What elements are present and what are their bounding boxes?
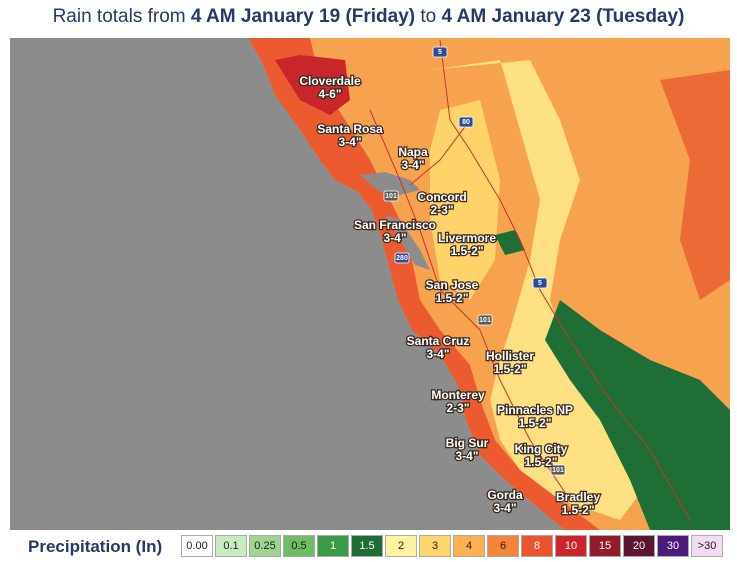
place-amount: 3-4" bbox=[383, 231, 406, 245]
place-amount: 2-3" bbox=[446, 401, 469, 415]
highway-number: 101 bbox=[385, 193, 397, 200]
place-name: San Jose bbox=[426, 278, 479, 292]
highway-shield bbox=[532, 277, 548, 289]
highway-shield bbox=[394, 252, 410, 264]
place-amount: 4-6" bbox=[318, 87, 341, 101]
place-amount: 2-3" bbox=[430, 203, 453, 217]
coast-band bbox=[248, 38, 600, 530]
legend-item: >30 bbox=[691, 535, 723, 557]
title-end: 4 AM January 23 (Tuesday) bbox=[441, 6, 685, 27]
road bbox=[439, 39, 691, 521]
legend: Precipitation (In) 0.00 0.1 0.25 0.5 1 1.5 2 3 4… bbox=[0, 531, 737, 562]
highway-shield bbox=[550, 464, 566, 476]
place-name: Livermore bbox=[438, 231, 496, 245]
place-amount: 1.5-2" bbox=[518, 416, 551, 430]
green-area bbox=[545, 300, 730, 530]
highway-number: 5 bbox=[538, 280, 542, 287]
place-amount: 1.5-2" bbox=[450, 244, 483, 258]
place-name: Santa Cruz bbox=[407, 334, 470, 348]
place-amount: 1.5-2" bbox=[493, 362, 526, 376]
place-name: San Francisco bbox=[354, 218, 436, 232]
place-name: Pinnacles NP bbox=[497, 403, 573, 417]
place-name: Concord bbox=[417, 190, 466, 204]
highway-number: 101 bbox=[552, 467, 564, 474]
place-name: Gorda bbox=[487, 488, 523, 502]
place-amount: 3-4" bbox=[455, 449, 478, 463]
legend-item: 0.25 bbox=[249, 535, 281, 557]
title-text: Rain totals from bbox=[52, 6, 191, 27]
legend-item: 20 bbox=[623, 535, 655, 557]
place-amount: 1.5-2" bbox=[524, 455, 557, 469]
title: Rain totals from 4 AM January 19 (Friday… bbox=[0, 6, 737, 28]
title-text: to bbox=[415, 6, 442, 27]
place-name: Napa bbox=[398, 145, 428, 159]
highway-number: 80 bbox=[462, 119, 470, 126]
highway-number: 101 bbox=[479, 317, 491, 324]
place-name: King City bbox=[515, 442, 568, 456]
legend-item: 15 bbox=[589, 535, 621, 557]
legend-item: 2 bbox=[385, 535, 417, 557]
place-amount: 3-4" bbox=[493, 501, 516, 515]
legend-item: 3 bbox=[419, 535, 451, 557]
place-amount: 3-4" bbox=[426, 347, 449, 361]
highway-shield bbox=[458, 116, 474, 128]
highway-number: 5 bbox=[438, 49, 442, 56]
place-name: Big Sur bbox=[446, 436, 489, 450]
legend-item: 1.5 bbox=[351, 535, 383, 557]
green-area bbox=[495, 230, 525, 255]
bay bbox=[385, 215, 430, 270]
road bbox=[369, 109, 571, 501]
place-name: Hollister bbox=[486, 349, 534, 363]
highway-shield bbox=[432, 46, 448, 58]
legend-item: 1 bbox=[317, 535, 349, 557]
roads bbox=[369, 39, 691, 521]
legend-boxes: 0.00 0.1 0.25 0.5 1 1.5 2 3 4 6 8 10 15 20 30 >30 bbox=[181, 535, 725, 557]
place-name: Cloverdale bbox=[299, 74, 361, 88]
place-amount: 1.5-2" bbox=[561, 503, 594, 517]
legend-item: 30 bbox=[657, 535, 689, 557]
place-name: Monterey bbox=[431, 388, 485, 402]
mountains bbox=[660, 70, 730, 300]
legend-item: 8 bbox=[521, 535, 553, 557]
place-amount: 1.5-2" bbox=[435, 291, 468, 305]
place-name: Bradley bbox=[556, 490, 600, 504]
highway-number: 280 bbox=[396, 255, 408, 262]
title-start: 4 AM January 19 (Friday) bbox=[190, 6, 416, 27]
legend-item: 10 bbox=[555, 535, 587, 557]
legend-item: 0.00 bbox=[181, 535, 213, 557]
highway-shield bbox=[383, 190, 399, 202]
place-name: Santa Rosa bbox=[317, 122, 383, 136]
place-amount: 3-4" bbox=[401, 158, 424, 172]
place-amount: 3-4" bbox=[338, 135, 361, 149]
legend-item: 0.5 bbox=[283, 535, 315, 557]
legend-item: 6 bbox=[487, 535, 519, 557]
highway-shield bbox=[477, 314, 493, 326]
legend-item: 0.1 bbox=[215, 535, 247, 557]
heavy-rain bbox=[275, 55, 350, 115]
legend-item: 4 bbox=[453, 535, 485, 557]
bay bbox=[360, 172, 420, 195]
legend-title: Precipitation (In) bbox=[28, 537, 163, 556]
road bbox=[409, 119, 471, 186]
